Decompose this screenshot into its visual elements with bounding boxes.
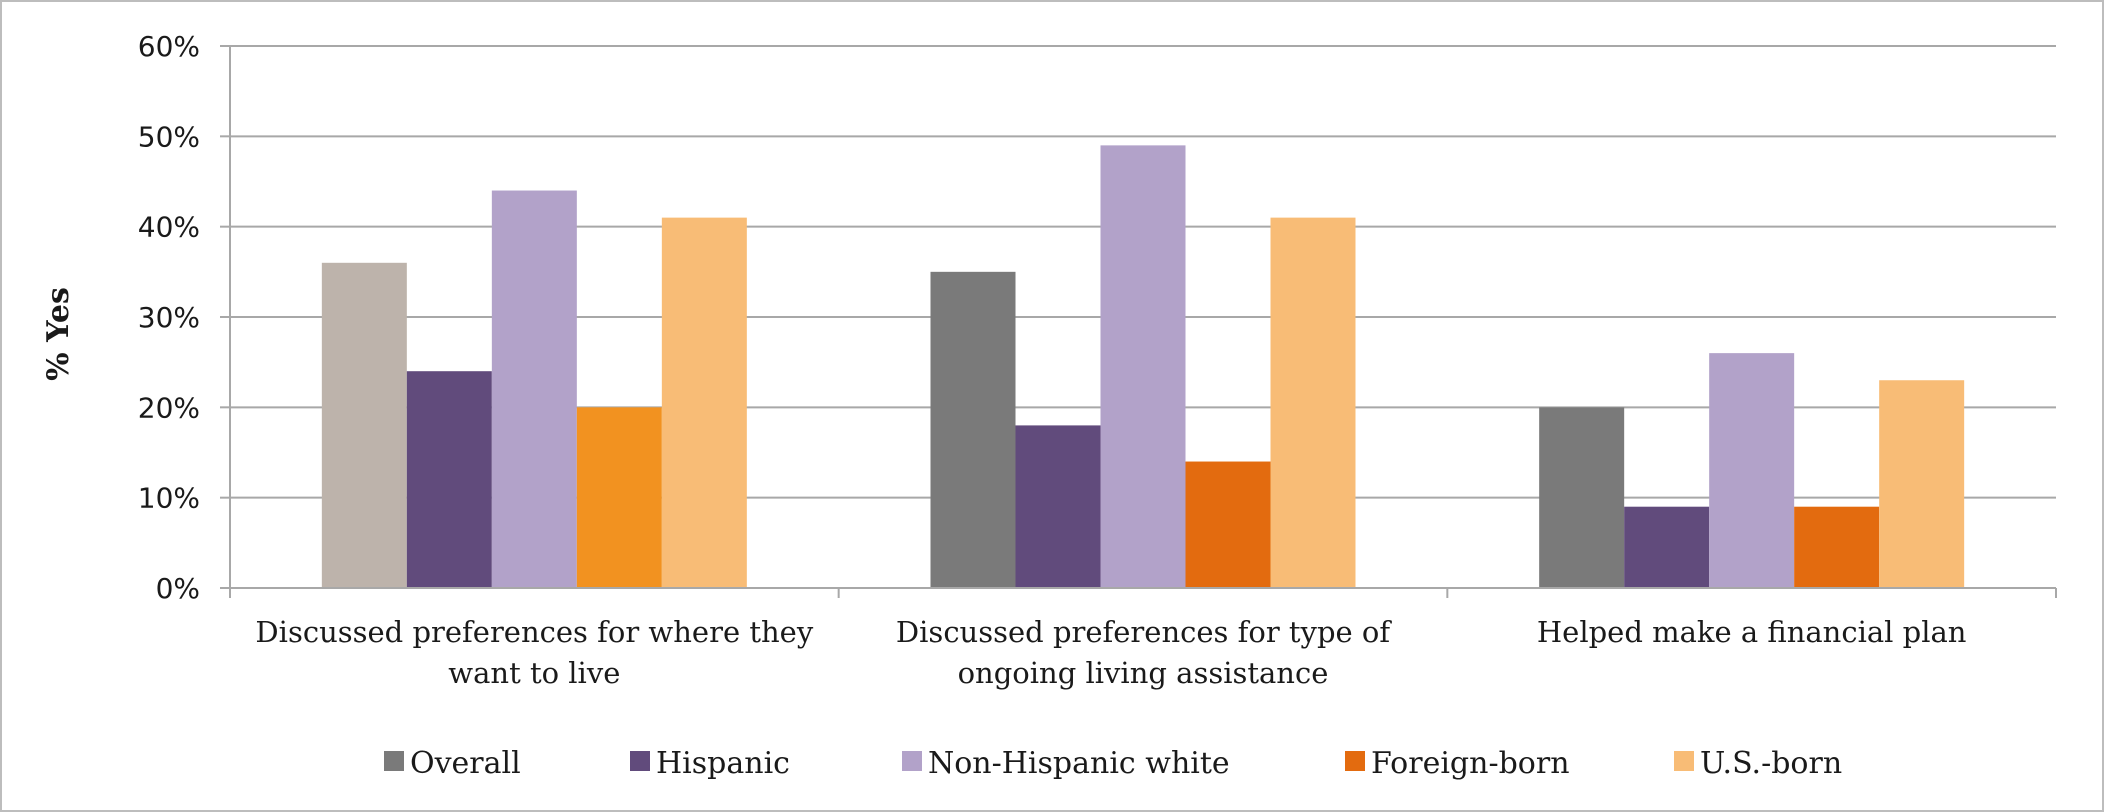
bar-non-hispanic-white: [1709, 353, 1795, 588]
legend-label: U.S.-born: [1700, 746, 1842, 781]
labels: 0% 10% 20% 30% 40% 50% 60% Discussed preference…: [138, 30, 1967, 690]
legend-swatch: [1345, 751, 1365, 771]
x-category-label: ongoing living assistance: [958, 656, 1329, 690]
bar-hispanic: [406, 371, 492, 588]
bar-overall: [930, 271, 1016, 588]
legend-label: Non-Hispanic white: [928, 746, 1230, 781]
legend-swatch: [384, 751, 404, 771]
y-tick-label: 0%: [156, 572, 200, 605]
legend-swatch: [902, 751, 922, 771]
y-tick-label: 60%: [138, 30, 200, 63]
bar-overall: [321, 262, 407, 588]
axes: [220, 45, 2057, 598]
x-category-label: Discussed preferences for where they: [255, 615, 813, 649]
bar-hispanic: [1015, 425, 1101, 588]
bar-non-hispanic-white: [491, 190, 577, 589]
y-tick-label: 20%: [138, 391, 200, 424]
x-category-label: want to live: [448, 656, 620, 690]
legend-label: Foreign-born: [1371, 746, 1570, 781]
x-category-label: Helped make a financial plan: [1537, 615, 1967, 649]
bars: [321, 145, 1965, 589]
y-tick-label: 50%: [138, 120, 200, 153]
x-category-label: Discussed preferences for type of: [896, 615, 1392, 649]
bar-u-s-born: [661, 217, 747, 588]
legend-label: Hispanic: [656, 746, 790, 781]
y-tick-label: 40%: [138, 211, 200, 244]
legend-swatch: [1674, 751, 1694, 771]
legend: Overall Hispanic Non-Hispanic white Foreign…: [384, 746, 1842, 781]
bar-foreign-born: [576, 407, 662, 588]
bar-u-s-born: [1879, 380, 1965, 588]
bar-foreign-born: [1794, 506, 1880, 588]
bar-non-hispanic-white: [1100, 145, 1186, 588]
legend-swatch: [630, 751, 650, 771]
bar-foreign-born: [1185, 461, 1271, 588]
bar-overall: [1539, 407, 1625, 588]
bar-u-s-born: [1270, 217, 1356, 588]
y-tick-label: 10%: [138, 482, 200, 515]
bar-hispanic: [1624, 506, 1710, 588]
legend-label: Overall: [410, 746, 521, 781]
y-axis-title: % Yes: [41, 287, 76, 381]
y-tick-label: 30%: [138, 301, 200, 334]
